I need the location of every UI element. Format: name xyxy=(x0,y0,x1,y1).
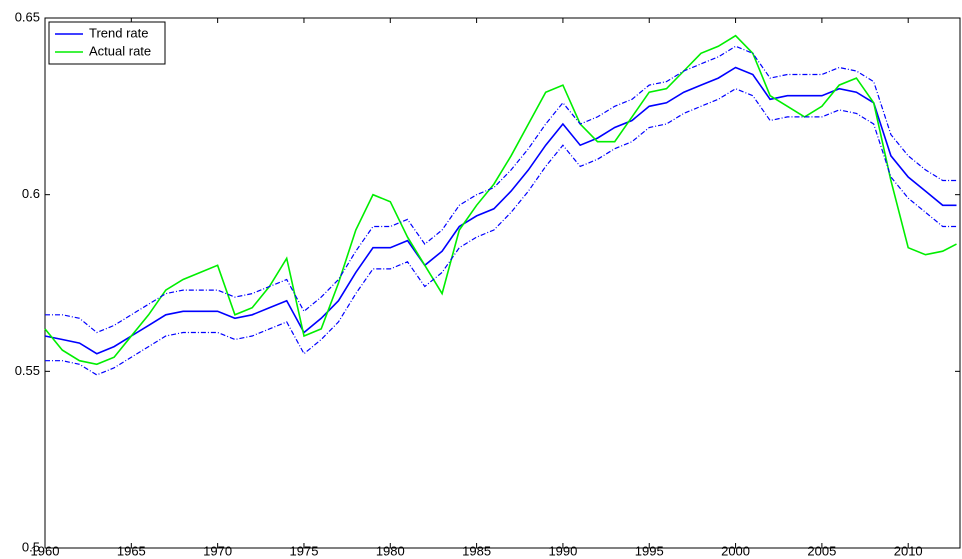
plot-frame xyxy=(44,17,961,549)
x-tick-label: 2010 xyxy=(894,543,923,558)
y-tick-label: 0.5 xyxy=(22,539,40,554)
x-tick-label: 2005 xyxy=(807,543,836,558)
x-tick-label: 1980 xyxy=(376,543,405,558)
y-tick-label: 0.55 xyxy=(15,363,40,378)
series-line xyxy=(44,66,957,355)
band-line xyxy=(45,45,957,334)
x-tick-label: 1985 xyxy=(462,543,491,558)
x-tick-label: 2000 xyxy=(721,543,750,558)
x-tick-label: 1960 xyxy=(31,543,60,558)
x-tick-label: 1995 xyxy=(635,543,664,558)
x-tick-label: 1965 xyxy=(117,543,146,558)
y-tick-label: 0.6 xyxy=(22,186,40,201)
x-tick-label: 1970 xyxy=(203,543,232,558)
legend-label: Actual rate xyxy=(89,43,151,58)
y-tick-label: 0.65 xyxy=(15,9,40,24)
x-tick-label: 1990 xyxy=(548,543,577,558)
series-line xyxy=(44,34,957,366)
legend-box xyxy=(48,21,166,65)
legend-label: Trend rate xyxy=(89,25,149,40)
band-line xyxy=(45,88,957,376)
x-tick-label: 1975 xyxy=(290,543,319,558)
